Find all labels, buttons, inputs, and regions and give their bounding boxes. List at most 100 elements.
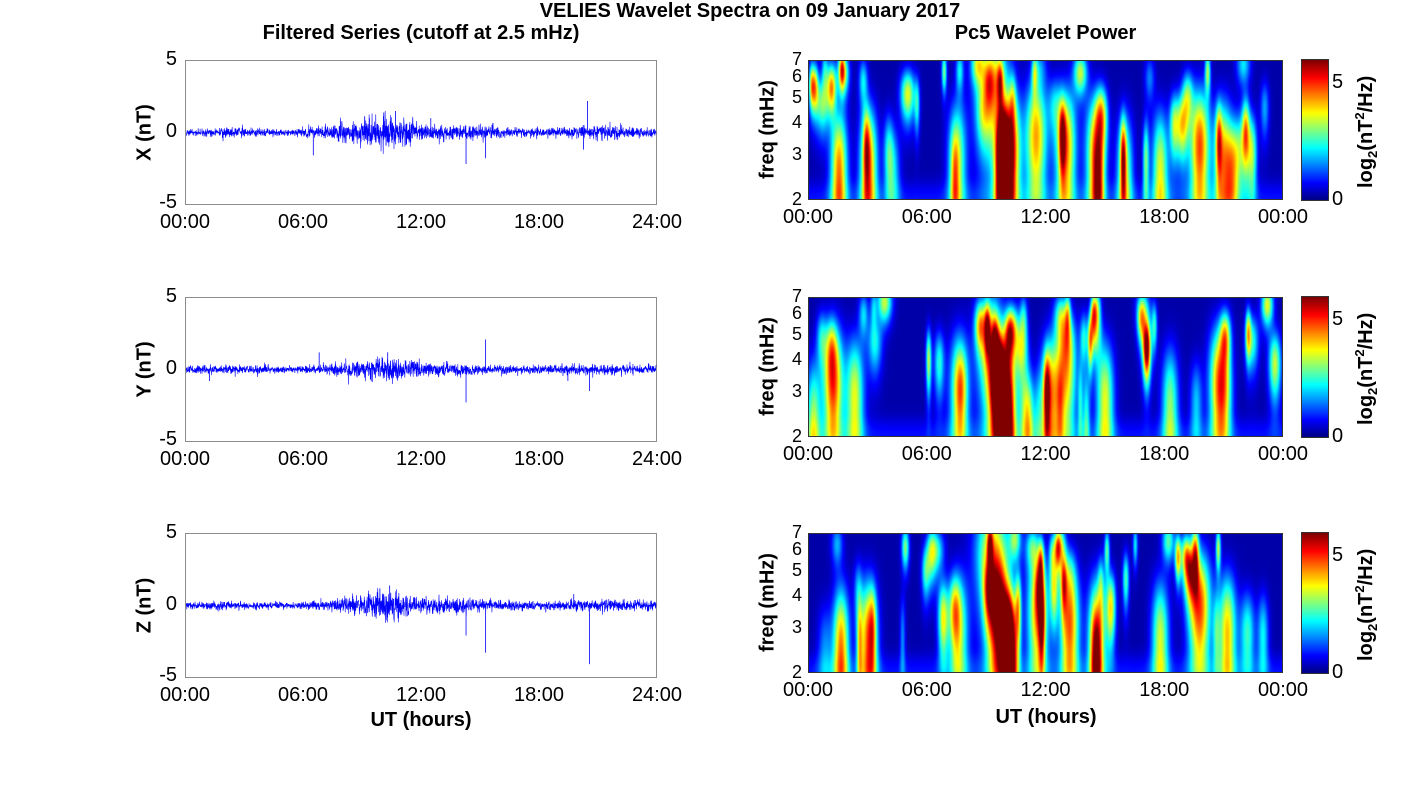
x-tick-label: 12:00 [1020,443,1071,465]
x-tick-label: 12:00 [1020,679,1071,701]
series-line-y [186,339,657,403]
x-tick-label: 18:00 [1139,679,1190,701]
x-tick-label: 12:00 [1020,206,1071,228]
freq-tick-label: 3 [791,143,802,164]
x-tick-label: 00:00 [782,443,834,465]
freq-tick-label: 4 [791,348,802,369]
left-x-axis-label: UT (hours) [370,709,472,731]
y-tick-label: 5 [165,285,177,307]
x-tick-label: 06:00 [277,684,329,706]
x-tick-label: 00:00 [782,679,834,701]
freq-tick-label: 6 [791,539,802,560]
x-tick-label: 12:00 [395,211,447,233]
colorbar-tick-label: 0 [1332,661,1344,683]
freq-tick-label: 3 [791,380,802,401]
freq-tick-label: 6 [791,66,802,87]
freq-tick-label: 5 [791,323,802,344]
series-y-axis-label: X (nT) [133,103,156,161]
series-line-x [186,101,657,164]
series-trace [186,111,657,154]
x-tick-label: 18:00 [1139,443,1190,465]
x-tick-label: 06:00 [277,448,329,470]
colorbar-label-part: (nT [1354,356,1377,388]
x-tick-label: 00:00 [1257,679,1309,701]
x-tick-label: 06:00 [901,679,952,701]
right-column-title: Pc5 Wavelet Power [954,22,1137,44]
colorbar-label-part: 2 [1352,349,1368,357]
freq-y-axis-label: freq (mHz) [756,317,779,416]
y-tick-label: -5 [159,428,177,450]
colorbar-label-part: (nT [1354,119,1377,151]
wavelet-spectrogram-z [808,533,1283,673]
series-plot-z [185,533,657,678]
x-tick-label: 06:00 [277,211,329,233]
colorbar-tick-label: 0 [1332,188,1344,210]
x-tick-label: 12:00 [395,448,447,470]
colorbar-label-part: 2 [1364,150,1380,158]
colorbar-tick-label: 5 [1332,71,1344,94]
spectrogram-image [809,61,1282,199]
colorbar-label-part: 2 [1352,112,1368,120]
series-trace [186,356,657,385]
freq-tick-label: 4 [791,111,802,132]
wavelet-spectrogram-x [808,60,1283,200]
x-tick-label: 18:00 [513,448,565,470]
x-tick-label: 06:00 [901,206,952,228]
freq-y-axis-label: freq (mHz) [756,80,779,179]
left-column-title: Filtered Series (cutoff at 2.5 mHz) [262,22,580,44]
freq-tick-label: 6 [791,303,802,324]
x-tick-label: 24:00 [631,448,683,470]
y-tick-label: 5 [165,48,177,70]
y-tick-label: -5 [159,664,177,686]
colorbar-label-part: 2 [1364,623,1380,631]
colorbar-label: log2(nT2/Hz) [1352,289,1380,449]
x-tick-label: 00:00 [159,448,211,470]
y-tick-label: -5 [159,191,177,213]
colorbar-label-part: log [1354,630,1377,661]
x-tick-label: 06:00 [901,443,952,465]
freq-y-axis-label: freq (mHz) [756,553,779,652]
freq-tick-label: 2 [791,426,802,446]
freq-tick-label: 4 [791,584,802,605]
colorbar-label-part: /Hz) [1354,548,1377,586]
x-tick-label: 18:00 [1139,206,1190,228]
freq-tick-label: 7 [791,522,802,542]
right-x-axis-label: UT (hours) [995,706,1097,728]
series-y-axis-label: Z (nT) [133,577,156,633]
x-tick-label: 00:00 [159,211,211,233]
y-tick-label: 0 [165,592,177,615]
colorbar [1301,296,1329,438]
series-y-axis-label: Y (nT) [133,340,156,398]
colorbar-label-part: (nT [1354,592,1377,624]
colorbar [1301,59,1329,201]
series-plot-x [185,60,657,205]
y-tick-label: 0 [165,119,177,142]
figure-title: VELIES Wavelet Spectra on 09 January 201… [539,0,961,22]
x-tick-label: 18:00 [513,684,565,706]
x-tick-label: 24:00 [631,684,683,706]
spectrogram-image [809,534,1282,672]
colorbar-label-part: log [1354,157,1377,188]
colorbar [1301,532,1329,674]
colorbar-label-part: /Hz) [1354,75,1377,113]
colorbar-tick-label: 5 [1332,308,1344,331]
x-tick-label: 12:00 [395,684,447,706]
x-tick-label: 00:00 [159,684,211,706]
series-trace [186,588,657,623]
freq-tick-label: 3 [791,616,802,637]
wavelet-spectrogram-y [808,297,1283,437]
y-tick-label: 0 [165,356,177,379]
y-tick-label: 5 [165,521,177,543]
freq-tick-label: 5 [791,86,802,107]
colorbar-label-part: 2 [1364,387,1380,395]
x-tick-label: 18:00 [513,211,565,233]
x-tick-label: 00:00 [1257,206,1309,228]
colorbar-tick-label: 5 [1332,544,1344,567]
colorbar-tick-label: 0 [1332,425,1344,447]
colorbar-label-part: /Hz) [1354,312,1377,350]
colorbar-label: log2(nT2/Hz) [1352,52,1380,212]
freq-tick-label: 2 [791,662,802,682]
freq-tick-label: 2 [791,189,802,209]
freq-tick-label: 7 [791,49,802,69]
x-tick-label: 00:00 [782,206,834,228]
